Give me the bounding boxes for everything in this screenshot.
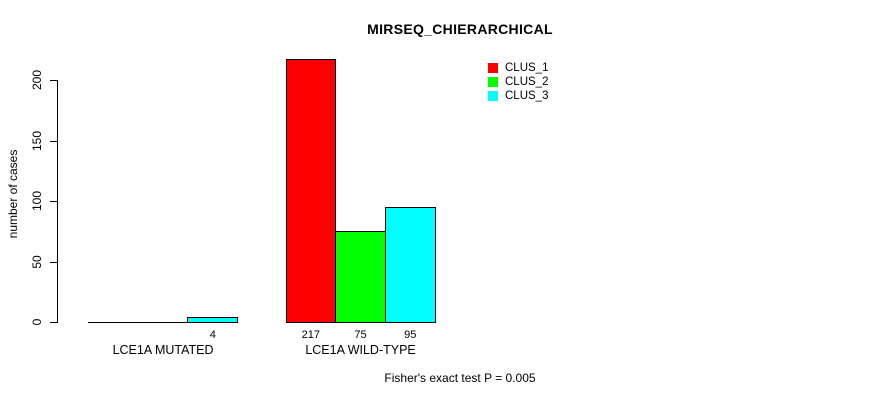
y-axis-tick-label: 150 (30, 130, 44, 151)
category-label-group1: LCE1A MUTATED (112, 343, 214, 357)
y-axis-label: number of cases (6, 149, 20, 239)
y-axis-tick (50, 261, 57, 263)
legend-label-clus-2: CLUS_2 (505, 76, 549, 88)
y-axis-tick (50, 201, 57, 202)
legend-label-clus-3: CLUS_3 (505, 90, 549, 102)
y-axis-tick (50, 322, 57, 323)
bar-clus_2-group2 (335, 231, 386, 323)
category-label-group2: LCE1A WILD-TYPE (305, 343, 416, 357)
bar-value-label: 95 (404, 329, 417, 341)
y-axis-line (57, 80, 58, 323)
legend-swatch-clus-3-icon (488, 91, 498, 101)
chart-legend: CLUS_1 CLUS_2 CLUS_3 (488, 62, 549, 102)
legend-item-clus-2: CLUS_2 (488, 76, 549, 88)
chart-title: MIRSEQ_CHIERARCHICAL (367, 21, 553, 37)
zero-bar-clus_1-group1 (88, 322, 139, 323)
legend-swatch-clus-1-icon (488, 63, 498, 73)
bar-value-label: 75 (354, 329, 367, 341)
bar-clus_3-group1 (187, 317, 239, 323)
legend-label-clus-1: CLUS_1 (505, 62, 549, 74)
legend-item-clus-1: CLUS_1 (488, 62, 549, 74)
y-axis-tick (50, 80, 57, 81)
y-axis-tick-label: 0 (30, 318, 44, 326)
legend-swatch-clus-2-icon (488, 77, 498, 87)
bar-clus_3-group2 (384, 207, 436, 323)
bar-clus_1-group2 (285, 59, 337, 323)
y-axis-tick-label: 50 (30, 254, 44, 269)
bar-value-label: 4 (209, 329, 216, 341)
legend-item-clus-3: CLUS_3 (488, 90, 549, 102)
stats-annotation: Fisher's exact test P = 0.005 (384, 371, 536, 385)
y-axis-tick-label: 200 (30, 69, 44, 91)
y-axis-tick (50, 140, 57, 142)
bar-value-label: 217 (301, 329, 321, 341)
zero-bar-clus_2-group1 (137, 322, 189, 323)
y-axis-tick-label: 100 (30, 190, 44, 212)
